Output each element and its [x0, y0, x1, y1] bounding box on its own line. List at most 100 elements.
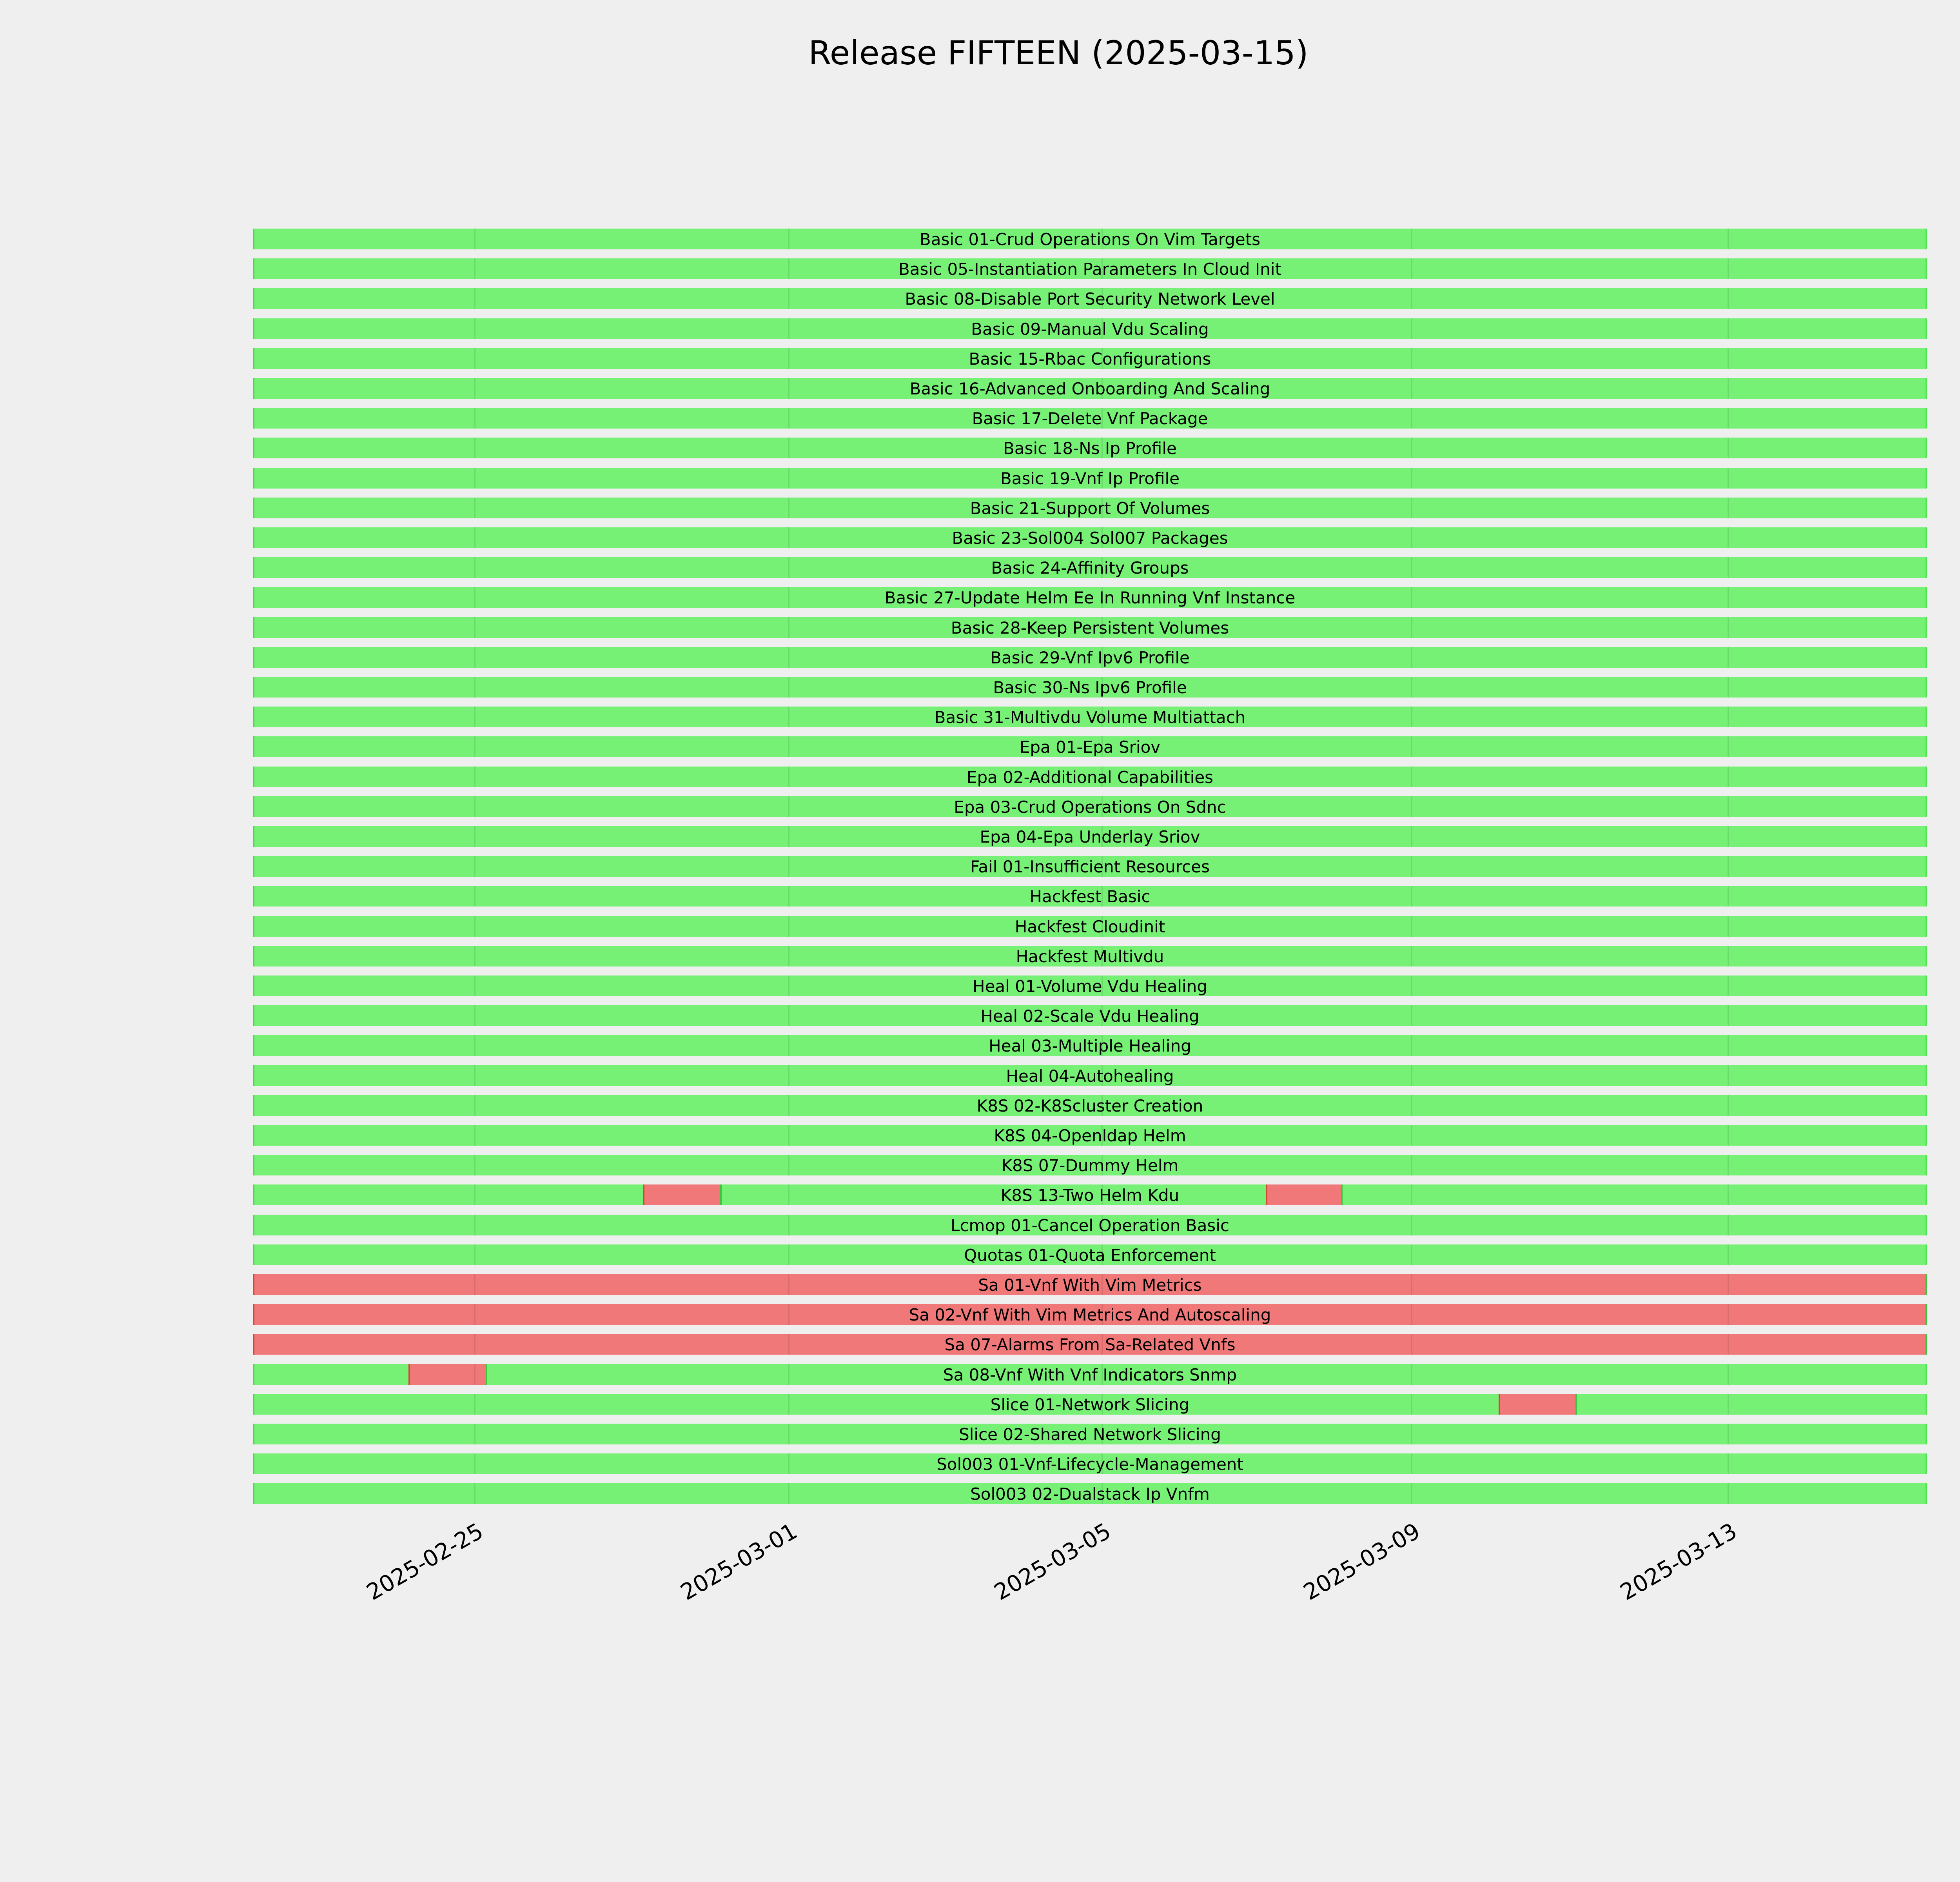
gridline — [474, 1334, 475, 1355]
gantt-row: K8S 04-Openldap Helm — [253, 1125, 1927, 1146]
gridline — [474, 736, 475, 758]
bar-segment-pass — [253, 318, 1927, 339]
gridline — [474, 677, 475, 698]
gridline — [474, 527, 475, 548]
gantt-row: Quotas 01-Quota Enforcement — [253, 1244, 1927, 1265]
task-label: Basic 29-Vnf Ipv6 Profile — [990, 648, 1190, 667]
x-tick-label: 2025-03-09 — [1299, 1518, 1425, 1606]
gridline — [1102, 1364, 1103, 1385]
gridline — [474, 707, 475, 728]
gridline — [474, 826, 475, 847]
task-label: Basic 31-Multivdu Volume Multiattach — [934, 708, 1246, 727]
gridline — [474, 796, 475, 817]
bar-segment-pass — [253, 557, 1927, 578]
gantt-row: Epa 04-Epa Underlay Sriov — [253, 826, 1927, 847]
task-label: Hackfest Cloudinit — [1014, 917, 1165, 936]
gridline — [474, 916, 475, 937]
bar-segment-pass — [1343, 1184, 1927, 1206]
gridline — [1728, 976, 1730, 996]
gridline — [1102, 1214, 1103, 1235]
gridline — [474, 557, 475, 578]
gridline — [1102, 796, 1103, 817]
gridline — [1102, 378, 1103, 399]
task-label: Lcmop 01-Cancel Operation Basic — [951, 1215, 1229, 1235]
gantt-row: Slice 01-Network Slicing — [253, 1393, 1927, 1415]
gridline — [1102, 467, 1103, 489]
gridline — [1102, 258, 1103, 280]
gridline — [788, 766, 789, 787]
gridline — [788, 527, 789, 548]
gantt-row: Heal 03-Multiple Healing — [253, 1035, 1927, 1056]
bar-segment-pass — [253, 1424, 1927, 1444]
gantt-row: Epa 03-Crud Operations On Sdnc — [253, 796, 1927, 817]
gridline — [474, 766, 475, 787]
bar-segment-pass — [253, 1364, 409, 1385]
gridline — [1410, 647, 1412, 668]
bar-segment-pass — [253, 766, 1927, 787]
bar-segment-pass — [253, 1244, 1927, 1265]
gridline — [788, 438, 789, 459]
x-tick-label: 2025-02-25 — [362, 1518, 488, 1606]
task-label: Sol003 01-Vnf-Lifecycle-Management — [936, 1455, 1243, 1474]
gridline — [1102, 677, 1103, 698]
task-label: Epa 03-Crud Operations On Sdnc — [954, 797, 1226, 817]
gridline — [1410, 258, 1412, 280]
gridline — [1102, 229, 1103, 249]
gridline — [1102, 288, 1103, 309]
gridline — [1102, 1393, 1103, 1415]
gantt-row: Basic 27-Update Helm Ee In Running Vnf I… — [253, 587, 1927, 608]
gantt-row: Basic 17-Delete Vnf Package — [253, 408, 1927, 429]
gridline — [474, 1424, 475, 1444]
gridline — [1728, 856, 1730, 877]
gridline — [1410, 856, 1412, 877]
gridline — [788, 856, 789, 877]
gridline — [1410, 348, 1412, 369]
gridline — [474, 976, 475, 996]
gantt-row: Epa 02-Additional Capabilities — [253, 766, 1927, 787]
gridline — [474, 856, 475, 877]
gantt-row: Basic 21-Support Of Volumes — [253, 497, 1927, 518]
bar-segment-fail — [408, 1364, 487, 1385]
gridline — [474, 1035, 475, 1056]
gridline — [788, 1184, 789, 1206]
gridline — [474, 1125, 475, 1146]
gridline — [1728, 1155, 1730, 1176]
gridline — [1410, 1155, 1412, 1176]
gridline — [474, 1244, 475, 1265]
gridline — [1728, 288, 1730, 309]
gridline — [1102, 557, 1103, 578]
gridline — [1728, 258, 1730, 280]
gridline — [1410, 318, 1412, 339]
gantt-row: Basic 28-Keep Persistent Volumes — [253, 617, 1927, 638]
gridline — [788, 1244, 789, 1265]
gridline — [1102, 766, 1103, 787]
gridline — [474, 408, 475, 429]
gridline — [1410, 976, 1412, 996]
gridline — [1102, 1095, 1103, 1116]
gridline — [1728, 796, 1730, 817]
gridline — [1410, 1005, 1412, 1026]
gridline — [474, 1483, 475, 1504]
gridline — [1728, 707, 1730, 728]
gridline — [474, 318, 475, 339]
gantt-row: Basic 31-Multivdu Volume Multiattach — [253, 707, 1927, 728]
gantt-row: Heal 04-Autohealing — [253, 1065, 1927, 1086]
gantt-row: K8S 13-Two Helm Kdu — [253, 1184, 1927, 1206]
gridline — [1410, 677, 1412, 698]
bar-segment-pass — [253, 976, 1927, 996]
gridline — [1102, 348, 1103, 369]
gridline — [474, 1364, 475, 1385]
gantt-row: Heal 02-Scale Vdu Healing — [253, 1005, 1927, 1026]
gridline — [474, 1274, 475, 1295]
bar-segment-pass — [253, 288, 1927, 309]
gridline — [1410, 1453, 1412, 1475]
gridline — [1102, 1453, 1103, 1475]
task-label: Basic 09-Manual Vdu Scaling — [971, 319, 1209, 339]
gridline — [788, 617, 789, 638]
bar-segment-pass — [253, 229, 1927, 249]
gantt-row: Hackfest Basic — [253, 886, 1927, 907]
gridline — [1728, 1334, 1730, 1355]
gridline — [1102, 1035, 1103, 1056]
gridline — [788, 1065, 789, 1086]
gantt-row: Basic 15-Rbac Configurations — [253, 348, 1927, 369]
